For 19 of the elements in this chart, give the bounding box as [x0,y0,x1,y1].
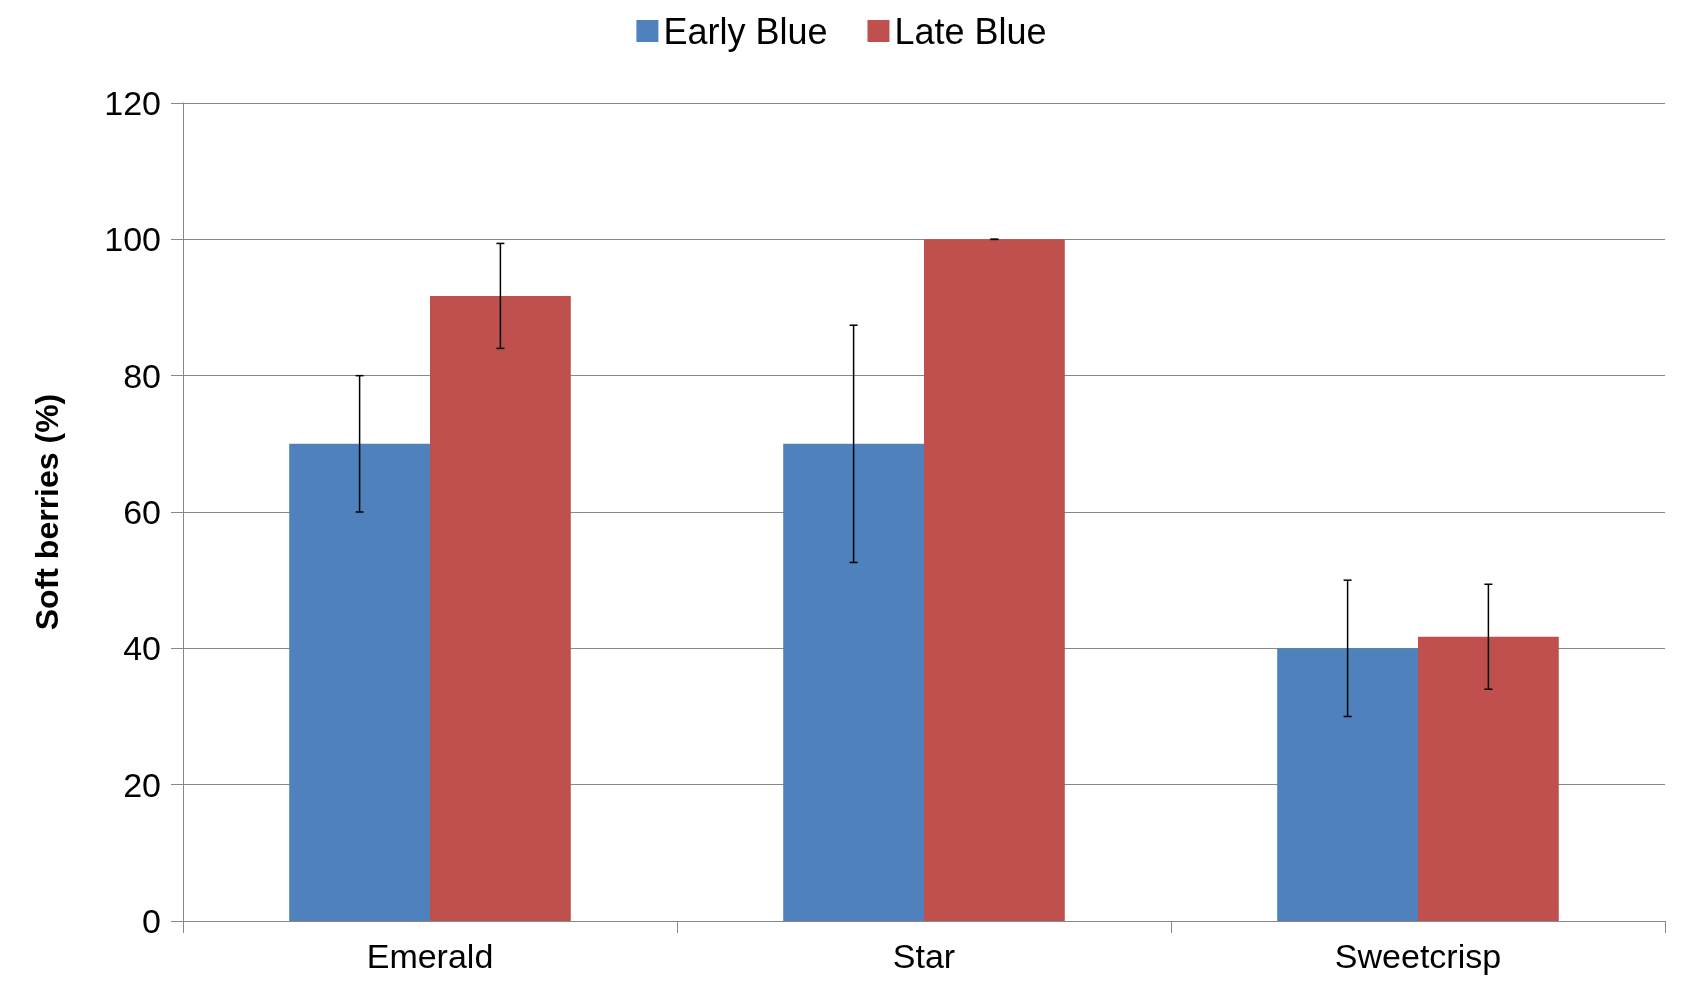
y-tick-label: 100 [104,220,161,259]
x-tick-label: Emerald [366,937,494,975]
y-tick-label: 60 [123,493,161,531]
x-tick-label: Sweetcrisp [1334,937,1502,975]
y-tick-label: 40 [123,629,161,668]
bar [1277,648,1418,921]
bar [289,443,430,921]
y-tick-label: 0 [142,902,161,940]
y-axis-title: Soft berries (%) [29,393,65,631]
legend-label: Early Blue [663,10,828,52]
legend-label: Late Blue [894,10,1047,52]
bar [430,295,571,921]
bar [783,443,924,921]
bar [1418,636,1559,921]
y-tick-label: 20 [123,765,161,804]
y-tick-label: 120 [104,84,161,122]
y-tick-label: 80 [123,356,161,395]
x-tick-label: Star [892,937,956,975]
bar [924,239,1065,921]
